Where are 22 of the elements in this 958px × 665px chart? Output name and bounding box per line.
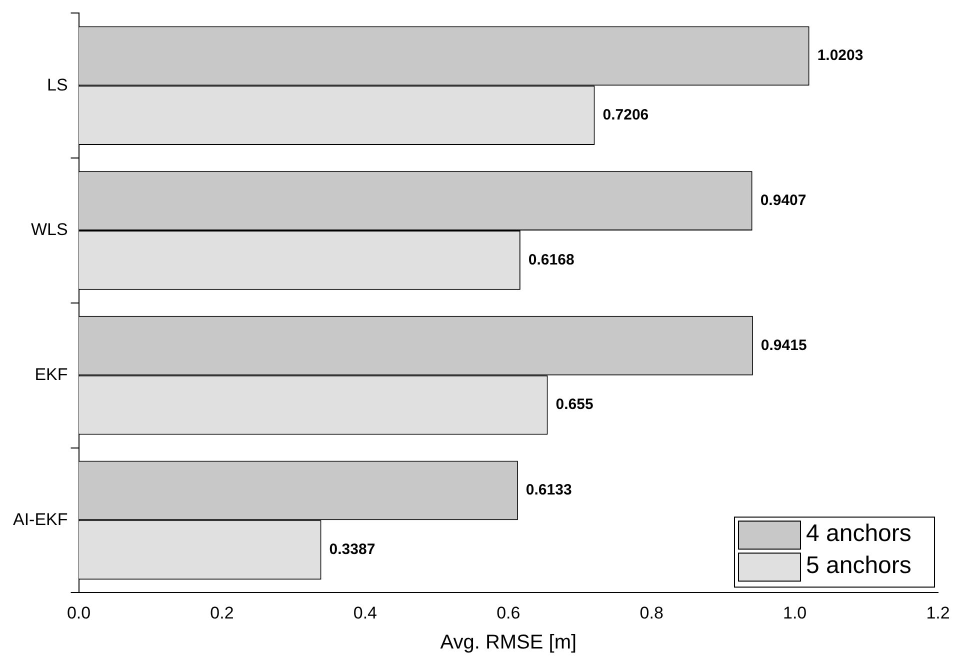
data-label: 0.9415 [760, 336, 807, 354]
y-tick-label: EKF [34, 365, 68, 384]
x-tick-label: 0.4 [353, 603, 378, 622]
y-tick-label: WLS [30, 220, 68, 240]
y-tick-label: AI-EKF [12, 510, 68, 529]
legend-label: 5 anchors [806, 552, 912, 580]
x-tick-label: 1.2 [926, 603, 950, 622]
data-label: 0.3387 [329, 541, 376, 558]
data-label: 0.6168 [528, 251, 574, 268]
data-label: 0.655 [556, 396, 594, 414]
data-label: 1.0203 [817, 47, 864, 64]
data-label: 0.6133 [526, 482, 572, 499]
data-label: 0.9407 [760, 192, 806, 209]
y-tick-label: LS [46, 75, 68, 94]
data-label: 0.7206 [602, 106, 649, 124]
x-tick-label: 0.6 [496, 603, 520, 622]
x-tick-label: 1.0 [782, 603, 807, 622]
x-tick-label: 0.2 [210, 603, 234, 622]
x-axis-title: Avg. RMSE [m] [440, 632, 577, 654]
x-tick-label: 0.8 [640, 603, 664, 622]
legend-label: 4 anchors [806, 520, 912, 548]
x-tick-label: 0.0 [66, 603, 91, 622]
